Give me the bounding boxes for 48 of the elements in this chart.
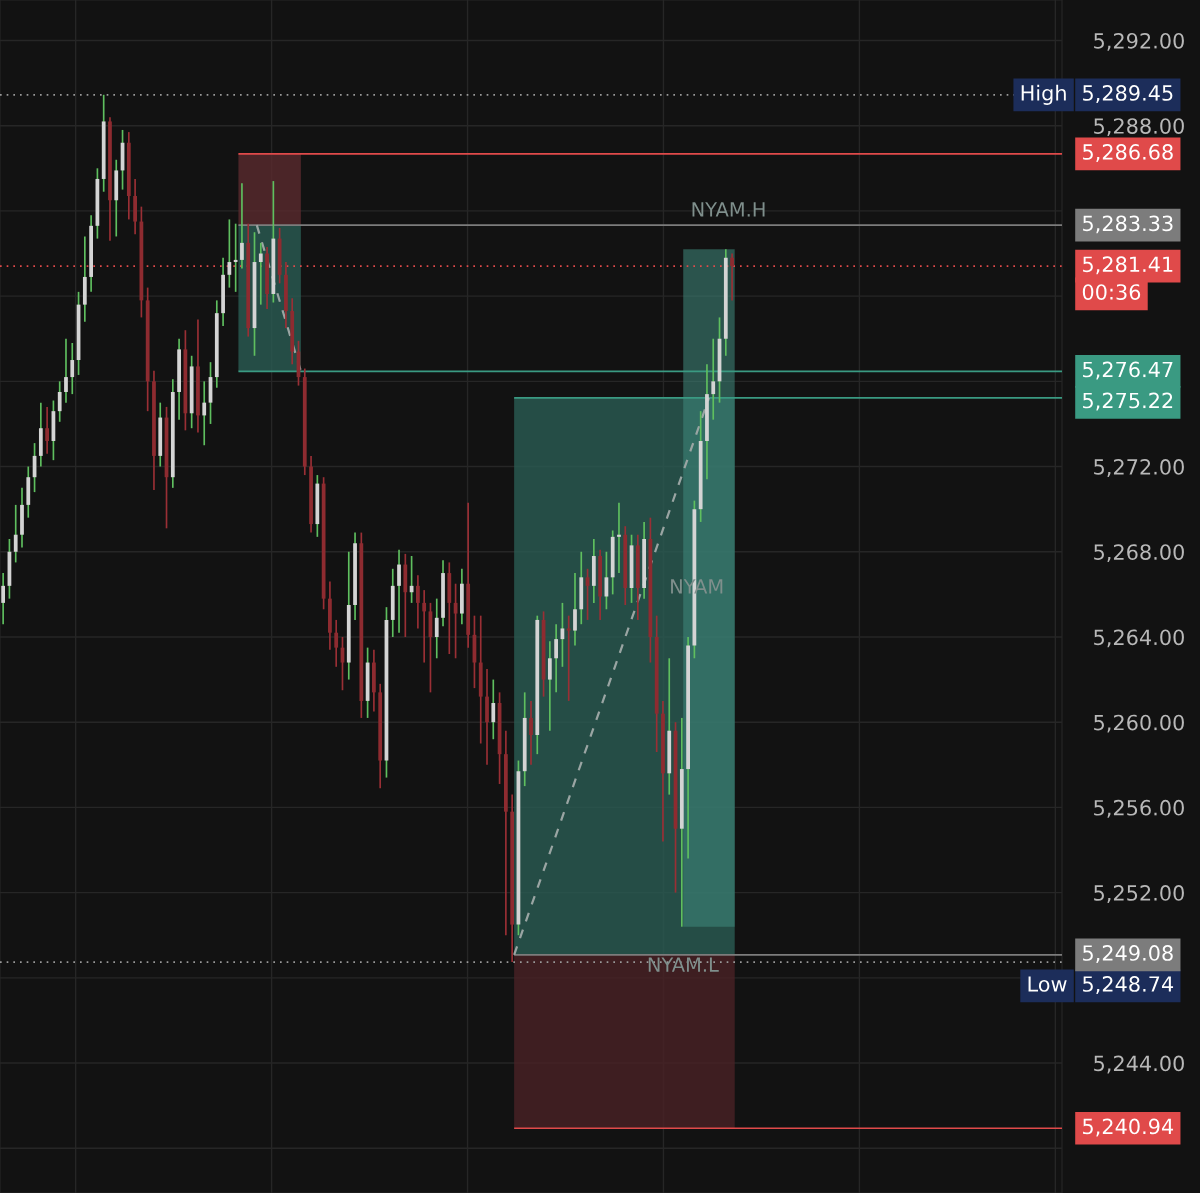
annotation: NYAM.L xyxy=(648,957,719,972)
ref-line-label: 5,283.33 xyxy=(1083,215,1173,234)
candlestick xyxy=(202,380,207,447)
candlestick xyxy=(434,597,439,660)
candlestick xyxy=(70,342,75,395)
candlestick xyxy=(397,548,401,634)
candlestick xyxy=(57,380,62,423)
candlestick xyxy=(240,182,244,270)
candlestick xyxy=(529,700,533,766)
y-tick-label: 5,292.00 xyxy=(1094,32,1184,51)
y-tick-label: 5,260.00 xyxy=(1094,714,1184,733)
y-tick-label: 5,256.00 xyxy=(1094,799,1184,818)
candlestick xyxy=(573,572,577,647)
candlestick xyxy=(711,337,716,421)
y-tick-label: 5,252.00 xyxy=(1094,885,1184,903)
ref-line-label: 5,240.94 xyxy=(1083,1118,1174,1137)
y-tick-label: 5,288.00 xyxy=(1094,118,1184,137)
candlestick xyxy=(730,252,734,302)
y-tick-label: 5,268.00 xyxy=(1094,544,1184,563)
text: 00:36 xyxy=(1082,284,1141,300)
candlestick xyxy=(233,222,238,293)
y-tick-label: 5,264.00 xyxy=(1094,629,1184,648)
candlestick xyxy=(422,589,427,664)
candlestick xyxy=(547,640,552,732)
candlestick xyxy=(45,406,50,455)
ref-line-label: 5,281.41 xyxy=(1083,256,1173,275)
y-tick-label: 5,244.00 xyxy=(1094,1055,1184,1074)
candlestick xyxy=(554,623,559,694)
candlestick xyxy=(13,504,18,564)
ref-line-label: 5,289.45 xyxy=(1083,85,1173,103)
ref-line-label: 5,249.08 xyxy=(1083,945,1173,963)
candlestick xyxy=(258,242,263,306)
candlestick xyxy=(617,501,621,574)
ref-line-label: 5,275.22 xyxy=(1083,392,1173,411)
annotation: Low xyxy=(1028,976,1067,992)
candlestick xyxy=(566,614,571,702)
ref-line-label: 5,276.47 xyxy=(1083,361,1173,380)
candlestick xyxy=(416,574,420,630)
candlestick xyxy=(491,678,496,741)
annotation: High xyxy=(1021,84,1066,105)
ref-line-label: 5,248.74 xyxy=(1083,976,1174,994)
y-tick-label: 5,272.00 xyxy=(1094,459,1184,477)
ref-line-label: 5,286.68 xyxy=(1083,144,1173,162)
candlestick xyxy=(1,572,6,626)
candlestick xyxy=(334,619,339,668)
candlestick xyxy=(64,337,68,404)
candlestick xyxy=(227,218,232,289)
annotation: NYAM.H xyxy=(692,202,765,217)
